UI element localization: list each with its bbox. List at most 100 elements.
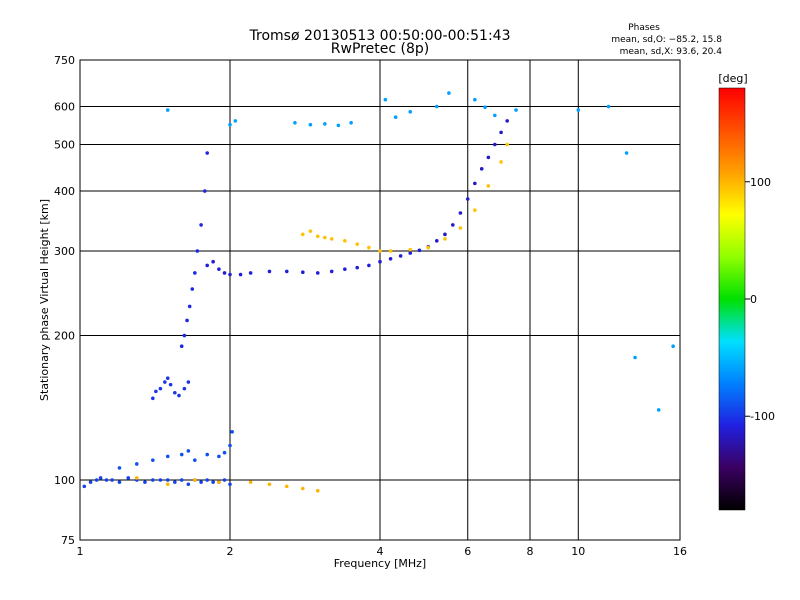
data-point (301, 232, 305, 237)
data-point (343, 239, 347, 243)
data-point (199, 223, 203, 227)
colorbar-ticks: 100 0 -100 (745, 176, 775, 423)
data-point (505, 119, 509, 123)
data-point (315, 234, 320, 239)
data-points (82, 91, 675, 493)
y-tick-label: 750 (54, 54, 75, 67)
data-point (202, 189, 207, 193)
data-point (426, 245, 431, 250)
data-point (323, 235, 327, 240)
y-tick-label: 75 (61, 534, 75, 547)
data-point (126, 476, 131, 480)
data-point (248, 480, 253, 484)
data-point (388, 256, 393, 261)
data-point (165, 478, 170, 482)
data-point (88, 480, 93, 484)
data-point (110, 478, 114, 482)
data-point (182, 386, 187, 391)
data-point (195, 249, 200, 253)
stats-o-line: mean, sd,O: −85.2, 15.8 (611, 35, 722, 45)
data-point (186, 482, 191, 487)
data-point (315, 271, 320, 275)
data-point (94, 478, 99, 482)
data-point (199, 480, 203, 484)
chart-title: Tromsø 20130513 00:50:00-00:51:43 (249, 28, 511, 44)
x-tick-labels: 1 2 4 6 8 10 16 (77, 545, 688, 558)
data-point (284, 269, 289, 274)
data-point (217, 480, 221, 484)
x-axis-label: Frequency [MHz] (334, 557, 426, 570)
data-point (211, 480, 215, 484)
data-point (222, 450, 227, 455)
data-point (367, 263, 371, 268)
data-point (182, 333, 187, 338)
data-point (177, 393, 181, 398)
data-point (465, 197, 470, 201)
data-point (367, 245, 371, 250)
data-point (193, 458, 197, 462)
data-point (451, 223, 455, 227)
colorbar (718, 87, 746, 511)
data-point (228, 272, 232, 277)
data-point (408, 251, 413, 255)
data-point (301, 270, 305, 275)
y-tick-label: 400 (54, 185, 75, 198)
data-point (458, 211, 463, 215)
data-point (398, 254, 403, 258)
data-point (408, 109, 413, 114)
data-point (179, 344, 184, 349)
data-point (230, 430, 234, 434)
y-tick-labels: 75 100 200 300 400 500 600 750 (54, 54, 75, 547)
data-point (284, 484, 289, 489)
chart-subtitle: RwPretec (8p) (331, 41, 429, 57)
colorbar-label: [deg] (718, 72, 747, 85)
data-point (443, 232, 447, 237)
y-tick-label: 300 (54, 245, 75, 258)
data-point (576, 108, 581, 112)
data-point (165, 108, 170, 112)
data-point (193, 271, 197, 275)
data-point (267, 269, 272, 274)
data-point (186, 380, 191, 384)
y-tick-label: 100 (54, 474, 75, 487)
data-point (349, 120, 353, 125)
data-point (383, 97, 388, 102)
data-point (656, 408, 661, 412)
x-tick-label: 8 (527, 545, 534, 558)
data-point (185, 318, 189, 323)
data-point (82, 484, 87, 489)
data-point (499, 130, 503, 135)
data-point (179, 478, 184, 482)
x-tick-label: 4 (377, 545, 384, 558)
data-point (238, 272, 243, 277)
data-point (217, 267, 221, 271)
data-point (134, 476, 139, 480)
data-point (228, 122, 232, 127)
data-point (151, 396, 155, 401)
data-point (308, 122, 313, 127)
data-point (499, 160, 503, 164)
data-point (151, 458, 155, 462)
data-point (671, 344, 675, 349)
y-axis-label: Stationary phase Virtual Height [km] (38, 199, 51, 401)
data-point (458, 226, 463, 230)
data-point (473, 181, 477, 186)
gridlines (80, 60, 680, 540)
data-point (486, 184, 491, 188)
data-point (388, 249, 393, 253)
data-point (336, 123, 341, 128)
data-point (434, 104, 439, 109)
data-point (301, 486, 305, 491)
data-point (473, 208, 477, 212)
data-point (186, 449, 191, 453)
data-point (293, 120, 297, 125)
data-point (154, 389, 158, 394)
data-point (606, 104, 611, 109)
data-point (493, 113, 497, 118)
data-point (158, 386, 163, 391)
data-point (447, 91, 451, 95)
data-point (443, 237, 447, 241)
data-point (393, 115, 398, 120)
y-tick-label: 200 (54, 330, 75, 343)
data-point (343, 267, 347, 271)
